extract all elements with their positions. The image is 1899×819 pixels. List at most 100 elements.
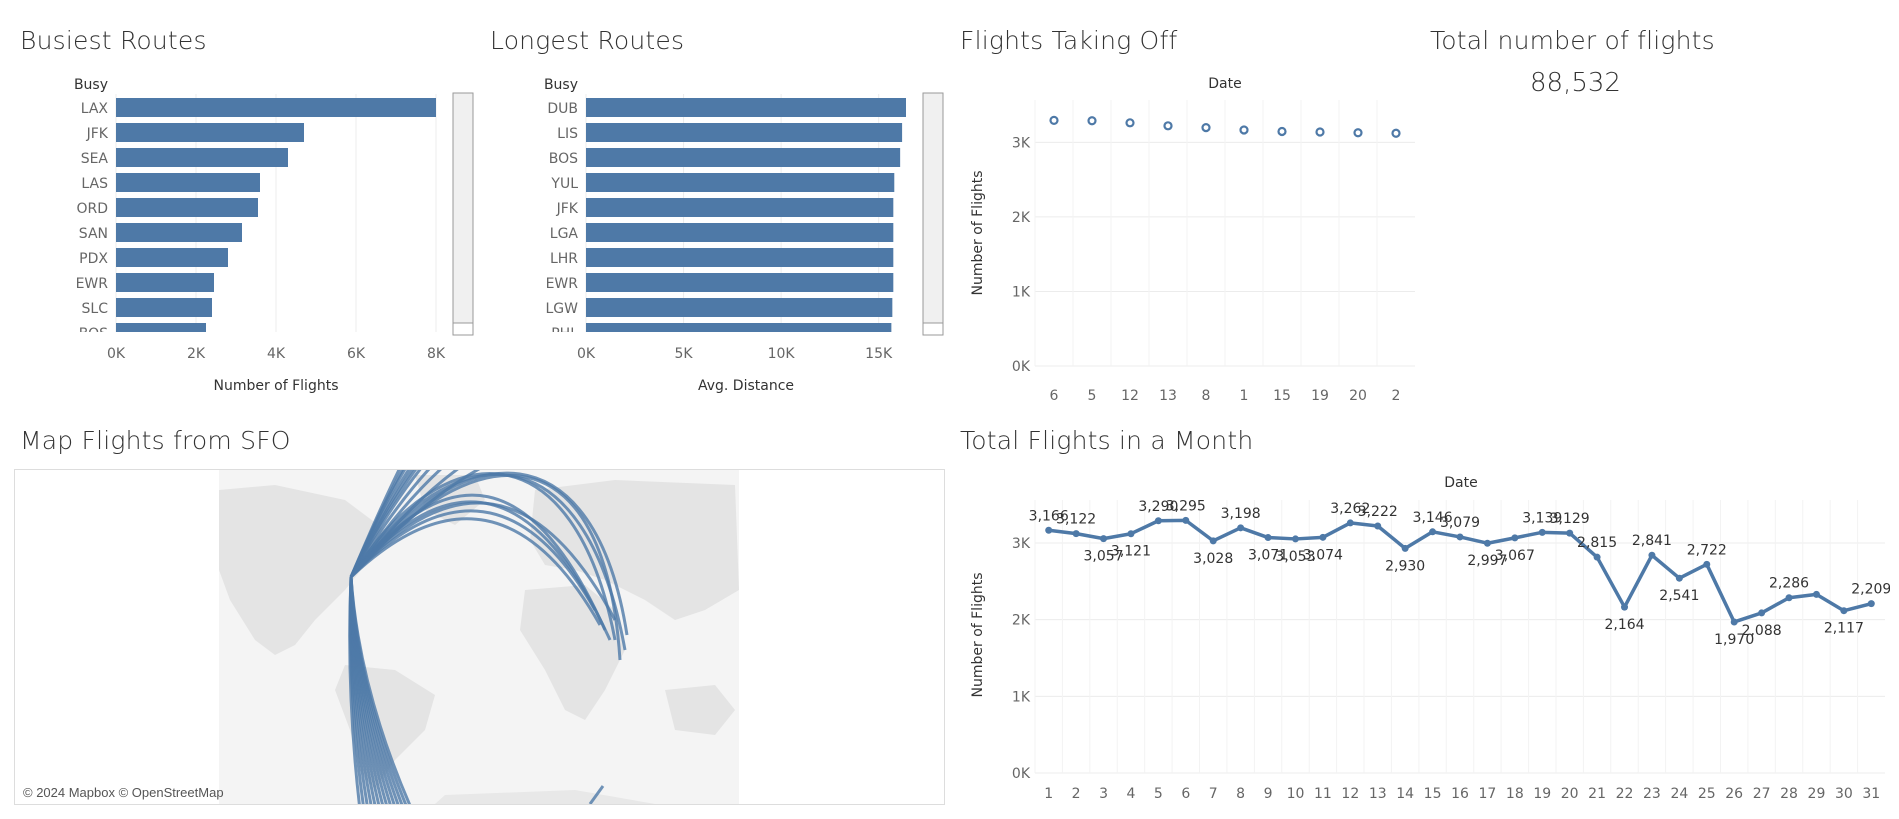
category-label: LAX xyxy=(81,101,109,117)
x-tick-label: 14 xyxy=(1396,786,1414,802)
flight-route-arc[interactable] xyxy=(349,474,622,661)
x-tick-label: 28 xyxy=(1780,786,1798,802)
busiest-routes-title: Busiest Routes xyxy=(20,26,207,55)
category-label: LAS xyxy=(81,176,108,192)
x-tick-label: 20 xyxy=(1349,388,1367,404)
clip-mask xyxy=(60,332,440,342)
data-point xyxy=(1840,607,1848,615)
data-label: 3,057 xyxy=(1084,549,1124,565)
data-point xyxy=(1593,553,1601,561)
flight-routes xyxy=(348,470,629,804)
data-label: 2,209 xyxy=(1851,582,1890,598)
x-tick-label: 9 xyxy=(1264,786,1273,802)
x-tick-label: 20 xyxy=(1561,786,1579,802)
bar xyxy=(586,223,894,242)
x-tick-label: 15 xyxy=(1424,786,1442,802)
scrollbar-thumb[interactable] xyxy=(922,322,944,336)
x-tick-label: 12 xyxy=(1341,786,1359,802)
data-point xyxy=(1429,528,1437,536)
x-tick-label: 31 xyxy=(1862,786,1880,802)
data-label: 2,997 xyxy=(1467,553,1507,569)
flight-route-arc[interactable] xyxy=(349,576,412,804)
x-tick-label: 8K xyxy=(427,346,446,362)
data-label: 3,262 xyxy=(1330,501,1370,517)
category-label: ORD xyxy=(76,201,108,217)
bar xyxy=(116,298,212,317)
x-tick-label: 3 xyxy=(1099,786,1108,802)
data-point xyxy=(1163,121,1173,131)
flight-route-arc[interactable] xyxy=(349,471,629,636)
scrollbar-thumb[interactable] xyxy=(452,322,474,336)
y-tick-label: 2K xyxy=(1012,613,1031,629)
flight-route-arc[interactable] xyxy=(349,517,602,626)
map-attribution: © 2024 Mapbox © OpenStreetMap xyxy=(23,785,224,800)
x-axis-title: Date xyxy=(1444,475,1477,491)
data-label: 3,290 xyxy=(1138,499,1178,515)
bar xyxy=(116,273,214,292)
data-point xyxy=(1353,128,1363,138)
data-label: 2,117 xyxy=(1824,621,1864,637)
flight-route-arc[interactable] xyxy=(349,470,575,578)
x-tick-label: 10K xyxy=(768,346,796,362)
y-axis-title: Number of Flights xyxy=(970,170,986,295)
data-point xyxy=(1391,128,1401,138)
data-label: 3,198 xyxy=(1221,506,1261,522)
category-label: EWR xyxy=(76,276,109,292)
y-tick-label: 3K xyxy=(1012,135,1031,151)
x-tick-label: 5 xyxy=(1088,388,1097,404)
x-tick-label: 17 xyxy=(1479,786,1497,802)
category-label: EWR xyxy=(546,276,579,292)
bar xyxy=(586,123,903,142)
data-label: 2,841 xyxy=(1632,533,1672,549)
category-label: SLC xyxy=(82,301,109,317)
x-tick-label: 1 xyxy=(1240,388,1249,404)
data-label: 3,222 xyxy=(1358,504,1398,520)
data-point xyxy=(1566,529,1574,537)
x-tick-label: 6 xyxy=(1181,786,1190,802)
flight-route-arc[interactable] xyxy=(588,785,605,804)
clip-mask xyxy=(530,332,910,342)
world-map[interactable] xyxy=(15,470,944,804)
y-axis-title: Busy xyxy=(544,77,578,93)
x-tick-label: 0K xyxy=(107,346,126,362)
bar xyxy=(116,248,228,267)
y-tick-label: 0K xyxy=(1012,766,1031,782)
x-tick-label: 10 xyxy=(1287,786,1305,802)
flight-route-arc[interactable] xyxy=(349,501,617,621)
x-tick-label: 1 xyxy=(1044,786,1053,802)
bar xyxy=(586,248,894,267)
data-label: 2,286 xyxy=(1769,576,1809,592)
data-point xyxy=(1867,600,1875,608)
x-tick-label: 0K xyxy=(577,346,596,362)
data-label: 2,722 xyxy=(1687,542,1727,558)
data-label: 2,164 xyxy=(1604,617,1644,633)
x-tick-label: 6K xyxy=(347,346,366,362)
data-label: 2,541 xyxy=(1659,588,1699,604)
data-point xyxy=(1315,127,1325,137)
australia-landmass xyxy=(665,685,735,735)
x-tick-label: 5K xyxy=(675,346,694,362)
bar xyxy=(586,98,906,117)
data-point xyxy=(1374,522,1382,530)
scrollbar-track[interactable] xyxy=(922,92,944,336)
data-label: 3,071 xyxy=(1248,548,1288,564)
flights-taking-off-title: Flights Taking Off xyxy=(960,26,1178,55)
data-point xyxy=(1456,533,1464,541)
bar xyxy=(116,148,288,167)
data-point xyxy=(1730,618,1738,626)
flight-route-arc[interactable] xyxy=(349,470,535,578)
data-label: 3,166 xyxy=(1029,508,1069,524)
x-tick-label: 4 xyxy=(1127,786,1136,802)
bar xyxy=(116,223,242,242)
data-point xyxy=(1483,539,1491,547)
x-tick-label: 30 xyxy=(1835,786,1853,802)
data-point xyxy=(1319,533,1327,541)
flight-route-arc[interactable] xyxy=(349,470,555,578)
map-panel[interactable]: © 2024 Mapbox © OpenStreetMap xyxy=(14,469,945,805)
x-axis-title: Number of Flights xyxy=(213,378,338,394)
data-label: 3,129 xyxy=(1550,511,1590,527)
y-tick-label: 1K xyxy=(1012,284,1031,300)
flight-route-arc[interactable] xyxy=(349,509,597,611)
x-tick-label: 22 xyxy=(1616,786,1634,802)
data-label: 3,121 xyxy=(1111,544,1151,560)
